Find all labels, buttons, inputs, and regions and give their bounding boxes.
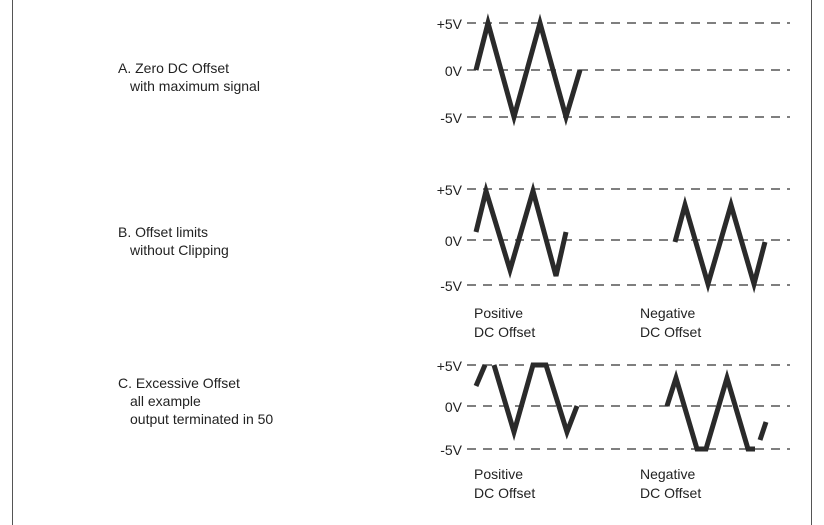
section-b-level-top: +5V <box>436 182 462 198</box>
diagram-frame <box>12 0 812 525</box>
section-b-subtitle: without Clipping <box>130 242 229 258</box>
section-a-level-bottom: -5V <box>440 110 462 126</box>
section-b-negative-caption-2: DC Offset <box>640 324 702 340</box>
section-c-title: C. Excessive Offset <box>118 375 240 391</box>
section-a-level-mid: 0V <box>444 63 462 79</box>
section-c-positive-caption-1: Positive <box>474 466 524 482</box>
section-b-positive-waveform <box>473 181 569 279</box>
section-c-negative-waveform <box>664 369 755 452</box>
waveforms <box>473 13 769 452</box>
section-c-negative-caption-1: Negative <box>640 466 696 482</box>
section-c-line2: all example <box>130 393 201 409</box>
section-a-waveform <box>473 13 583 127</box>
section-b-positive-caption-2: DC Offset <box>474 324 536 340</box>
section-a-subtitle: with maximum signal <box>130 78 260 94</box>
section-b-negative-caption-1: Negative <box>640 305 696 321</box>
section-b-title: B. Offset limits <box>118 224 208 240</box>
section-b-positive-caption-1: Positive <box>474 305 524 321</box>
section-a-level-top: +5V <box>436 16 462 32</box>
section-c-level-top: +5V <box>436 358 462 374</box>
section-a-title: A. Zero DC Offset <box>118 60 229 76</box>
section-c-level-mid: 0V <box>444 399 462 415</box>
section-c-positive-waveform <box>491 362 580 441</box>
section-c-negative-waveform-end <box>757 421 769 441</box>
section-c-negative-caption-2: DC Offset <box>640 485 702 501</box>
section-c-positive-caption-2: DC Offset <box>474 485 536 501</box>
section-c-positive-waveform-start <box>473 364 488 387</box>
section-b-level-mid: 0V <box>444 233 462 249</box>
section-c-level-bottom: -5V <box>440 442 462 458</box>
section-b-level-bottom: -5V <box>440 278 462 294</box>
section-c-line3: output terminated in 50 <box>130 411 274 427</box>
section-b-negative-waveform <box>672 195 768 294</box>
